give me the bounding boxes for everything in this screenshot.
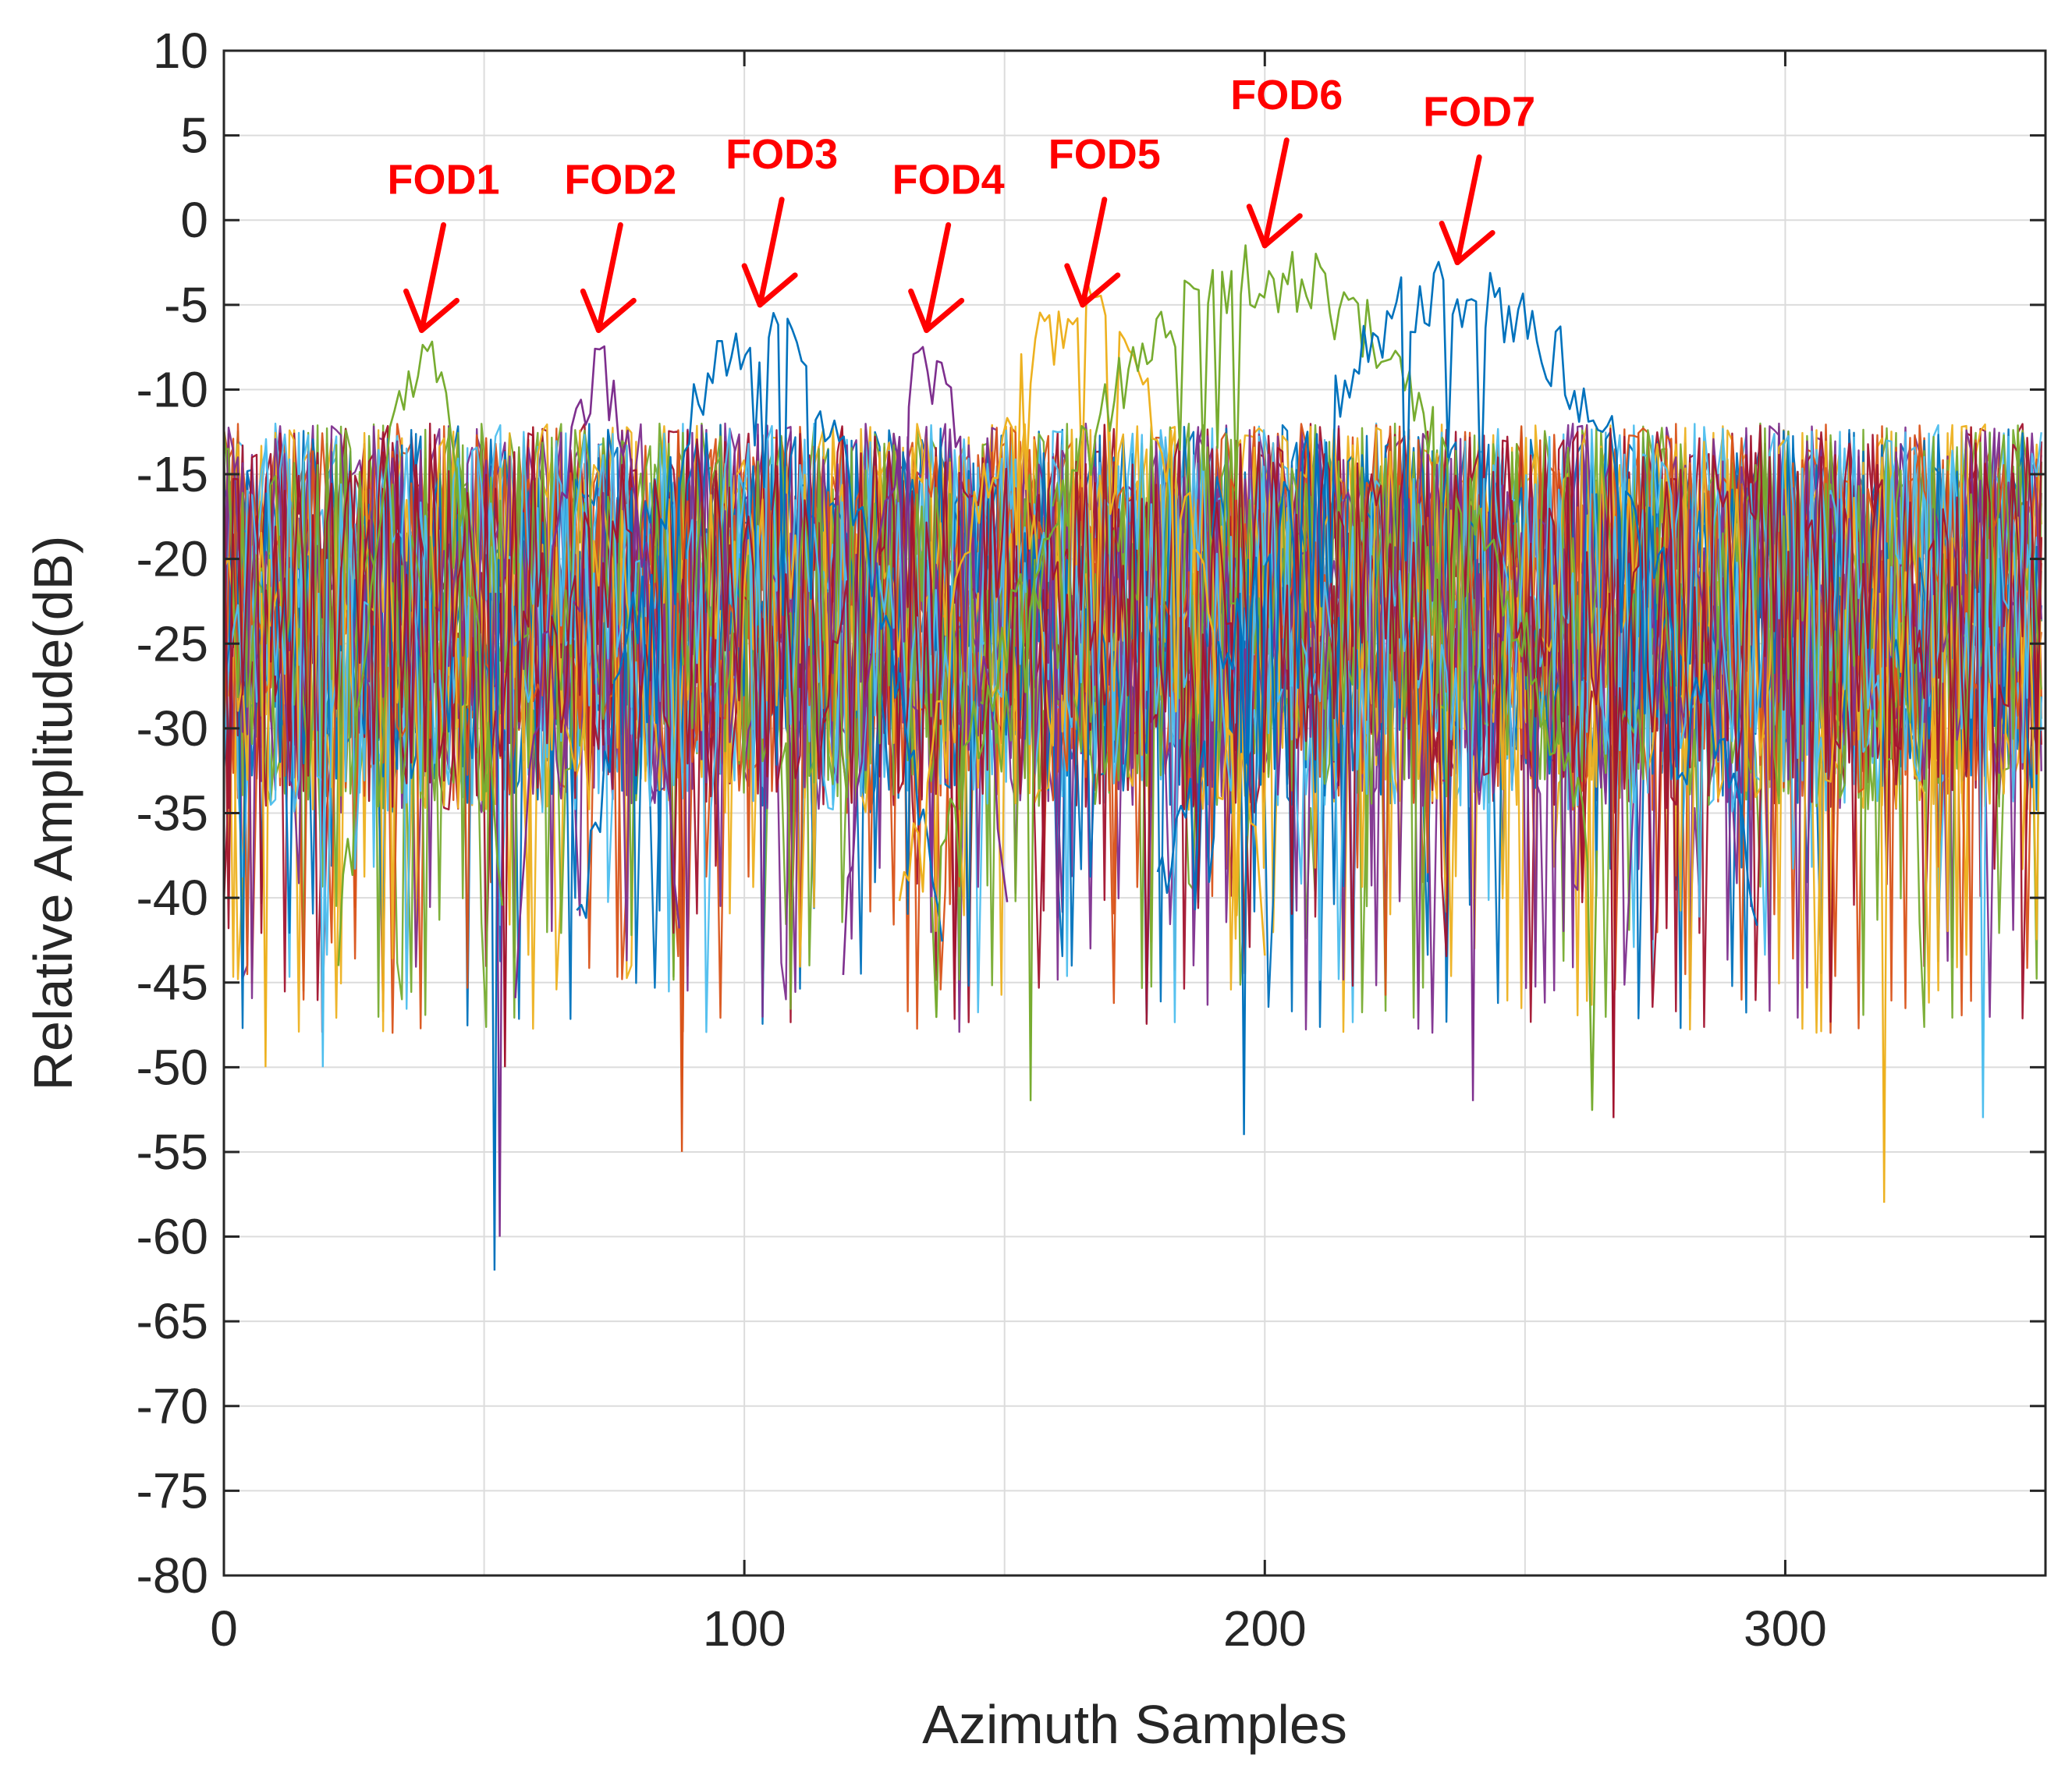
- annotation-arrow: [1080, 197, 1108, 308]
- annotations: FOD1 FOD2 FOD3 FOD4 FOD5 FOD6 FOD7: [387, 72, 1535, 333]
- series-layer: [222, 244, 2042, 1271]
- annotation-arrowhead: [1246, 204, 1303, 249]
- target-trace: [337, 340, 504, 966]
- x-axis-label: Azimuth Samples: [922, 1694, 1347, 1755]
- y-tick-label: -80: [137, 1547, 209, 1604]
- y-tick-label: -25: [137, 615, 209, 672]
- target-trace: [898, 278, 1266, 956]
- annotation-label: FOD1: [387, 156, 499, 203]
- y-tick-label: 5: [180, 108, 208, 164]
- y-tick-label: -70: [137, 1378, 209, 1434]
- annotation-arrowhead: [908, 288, 965, 333]
- x-tick-label: 100: [703, 1600, 786, 1657]
- annotation-label: FOD7: [1423, 89, 1535, 136]
- annotation-label: FOD5: [1048, 131, 1161, 178]
- annotation-label: FOD2: [564, 156, 676, 203]
- y-tick-label: -60: [137, 1209, 209, 1265]
- deep-null: [676, 558, 687, 1152]
- deep-null: [499, 558, 510, 1068]
- annotation-label: FOD3: [726, 131, 838, 178]
- y-tick-label: -35: [137, 785, 209, 842]
- y-tick-label: -10: [137, 361, 209, 417]
- deep-null: [1879, 558, 1889, 1203]
- y-tick-label: 10: [153, 23, 208, 79]
- annotation-arrow: [924, 222, 952, 333]
- y-tick-label: 0: [180, 192, 208, 248]
- y-tick-label: -45: [137, 955, 209, 1011]
- noise-trace: [223, 422, 2042, 1028]
- deep-null: [1025, 558, 1036, 1101]
- y-tick-label: -55: [137, 1124, 209, 1180]
- deep-null: [260, 558, 271, 1068]
- y-tick-label: -40: [137, 870, 209, 926]
- annotation-arrowhead: [403, 288, 460, 333]
- y-tick-label: -15: [137, 446, 209, 502]
- target-trace: [931, 244, 1598, 1111]
- annotation-arrow: [1454, 154, 1482, 266]
- annotation-arrowhead: [580, 288, 637, 333]
- annotation-arrow: [1261, 137, 1290, 249]
- annotation-label: FOD4: [892, 156, 1005, 203]
- deep-null: [1978, 558, 1989, 1118]
- annotation-arrowhead: [741, 263, 798, 308]
- x-tick-label: 200: [1223, 1600, 1307, 1657]
- y-axis-label: Relative Amplitude(dB): [23, 536, 83, 1091]
- target-trace: [842, 346, 1009, 976]
- noise-trace: [222, 424, 2042, 1025]
- deep-null: [318, 558, 328, 1068]
- target-trace: [1156, 260, 1758, 927]
- deep-null: [1467, 558, 1478, 1101]
- annotation-arrowhead: [1064, 263, 1121, 308]
- target-trace: [576, 312, 943, 942]
- annotation-arrow: [419, 222, 447, 333]
- deep-null: [1608, 558, 1619, 1118]
- x-tick-label: 0: [210, 1600, 238, 1657]
- ticks: 10 5 0 -5 -10 -15 -20 -25 -30 -35 -40 -45 -50 -55 -60 -…: [137, 23, 2045, 1657]
- y-tick-label: -75: [137, 1462, 209, 1519]
- y-tick-label: -30: [137, 700, 209, 757]
- annotation-arrow: [757, 197, 785, 308]
- x-tick-label: 300: [1744, 1600, 1827, 1657]
- y-tick-label: -50: [137, 1039, 209, 1095]
- y-tick-label: -65: [137, 1293, 209, 1349]
- noise-trace: [222, 423, 2042, 1033]
- y-tick-label: -5: [164, 277, 208, 333]
- y-tick-label: -20: [137, 531, 209, 587]
- noise-trace: [222, 423, 2042, 1019]
- annotation-arrow: [595, 222, 623, 333]
- annotation-label: FOD6: [1230, 72, 1343, 119]
- annotation-arrowhead: [1439, 221, 1495, 266]
